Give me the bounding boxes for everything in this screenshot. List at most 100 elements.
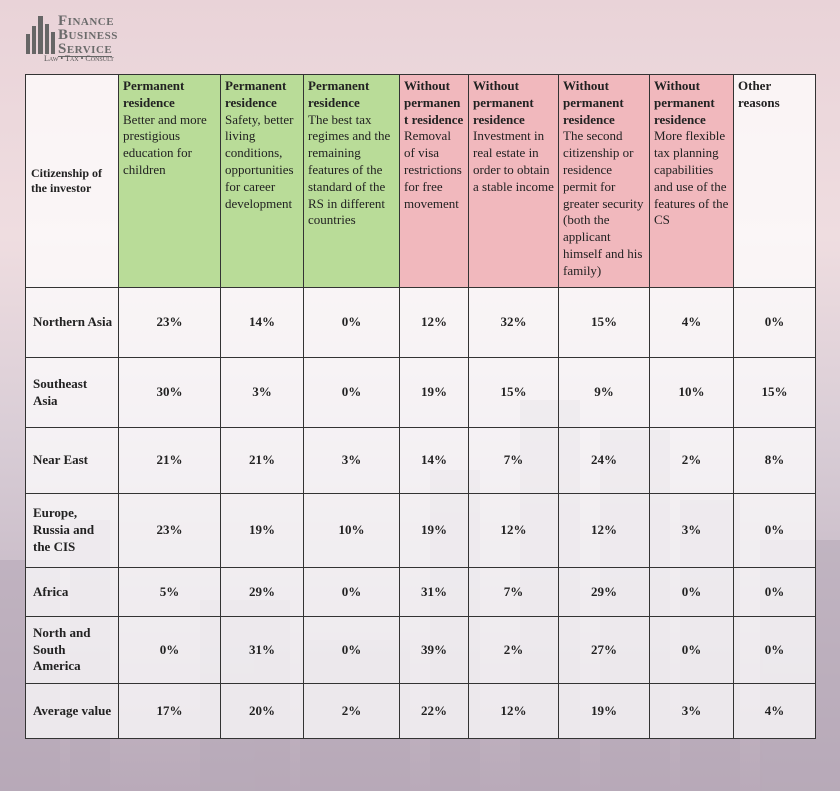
column-title: Without permanent residence: [654, 78, 715, 127]
table-row: Europe, Russia and the CIS 23% 19% 10% 19% 12…: [25, 493, 816, 568]
row-label: Southeast Asia: [25, 357, 119, 428]
cell-value: 12%: [558, 493, 650, 568]
column-header: Without permanent residence Investment in…: [468, 74, 559, 288]
row-label: Northern Asia: [25, 287, 119, 358]
cell-value: 23%: [118, 287, 221, 358]
cell-value: 4%: [649, 287, 734, 358]
logo-icon: [26, 16, 55, 54]
cell-value: 0%: [649, 567, 734, 617]
cell-value: 10%: [649, 357, 734, 428]
column-title: Other reasons: [738, 78, 780, 110]
cell-value: 0%: [303, 567, 400, 617]
cell-value: 0%: [118, 616, 221, 684]
cell-value: 15%: [733, 357, 816, 428]
cell-value: 3%: [220, 357, 304, 428]
cell-value: 29%: [558, 567, 650, 617]
cell-value: 21%: [220, 427, 304, 494]
cell-value: 22%: [399, 683, 469, 739]
logo: Finance Business Service Law • Tax • Con…: [24, 12, 144, 64]
cell-value: 2%: [649, 427, 734, 494]
table-row: Northern Asia 23% 14% 0% 12% 32% 15% 4% 0%: [25, 287, 816, 358]
cell-value: 4%: [733, 683, 816, 739]
cell-value: 19%: [399, 357, 469, 428]
cell-value: 10%: [303, 493, 400, 568]
cell-value: 12%: [468, 493, 559, 568]
column-header: Without permanent residence More flexible…: [649, 74, 734, 288]
cell-value: 31%: [220, 616, 304, 684]
header-row: Citizenship of the investor Permanent res…: [25, 74, 816, 288]
corner-cell: Citizenship of the investor: [25, 74, 119, 288]
column-header: Other reasons: [733, 74, 816, 288]
cell-value: 29%: [220, 567, 304, 617]
cell-value: 27%: [558, 616, 650, 684]
logo-line: Business: [58, 27, 118, 43]
cell-value: 0%: [733, 287, 816, 358]
cell-value: 21%: [118, 427, 221, 494]
cell-value: 39%: [399, 616, 469, 684]
column-header: Without permanent residence The second ci…: [558, 74, 650, 288]
cell-value: 12%: [399, 287, 469, 358]
cell-value: 3%: [649, 493, 734, 568]
cell-value: 0%: [733, 493, 816, 568]
cell-value: 0%: [303, 287, 400, 358]
column-text: The best tax regimes and the remaining f…: [308, 111, 391, 228]
cell-value: 30%: [118, 357, 221, 428]
column-title: Without permanent residence: [404, 78, 464, 127]
cell-value: 23%: [118, 493, 221, 568]
column-text: Safety, better living conditions, opport…: [225, 111, 294, 211]
table: Citizenship of the investor Permanent res…: [25, 74, 816, 739]
cell-value: 2%: [468, 616, 559, 684]
cell-value: 8%: [733, 427, 816, 494]
column-title: Without permanent residence: [473, 78, 534, 127]
cell-value: 0%: [303, 357, 400, 428]
cell-value: 7%: [468, 427, 559, 494]
cell-value: 17%: [118, 683, 221, 739]
cell-value: 19%: [558, 683, 650, 739]
table-row: Near East 21% 21% 3% 14% 7% 24% 2% 8%: [25, 427, 816, 494]
column-title: Permanent residence: [123, 78, 185, 110]
cell-value: 0%: [733, 616, 816, 684]
table-row: Africa 5% 29% 0% 31% 7% 29% 0% 0%: [25, 567, 816, 617]
cell-value: 0%: [649, 616, 734, 684]
column-header: Permanent residence Safety, better living…: [220, 74, 304, 288]
column-title: Permanent residence: [225, 78, 287, 110]
row-label: Europe, Russia and the CIS: [25, 493, 119, 568]
column-title: Permanent residence: [308, 78, 370, 110]
cell-value: 20%: [220, 683, 304, 739]
table-row: North and South America 0% 31% 0% 39% 2% 27% 0%…: [25, 616, 816, 684]
column-title: Without permanent residence: [563, 78, 624, 127]
cell-value: 3%: [649, 683, 734, 739]
cell-value: 15%: [468, 357, 559, 428]
logo-tagline: Law • Tax • Consult: [44, 54, 114, 63]
cell-value: 5%: [118, 567, 221, 617]
cell-value: 0%: [303, 616, 400, 684]
cell-value: 2%: [303, 683, 400, 739]
cell-value: 31%: [399, 567, 469, 617]
row-label: Average value: [25, 683, 119, 739]
column-header: Without permanent residence Removal of vi…: [399, 74, 469, 288]
logo-line: Service: [58, 41, 113, 57]
cell-value: 19%: [220, 493, 304, 568]
row-label: Near East: [25, 427, 119, 494]
column-text: More flexible tax planning capabilities …: [654, 128, 729, 228]
cell-value: 12%: [468, 683, 559, 739]
cell-value: 14%: [399, 427, 469, 494]
table-row: Average value 17% 20% 2% 22% 12% 19% 3% 4%: [25, 683, 816, 739]
cell-value: 7%: [468, 567, 559, 617]
cell-value: 32%: [468, 287, 559, 358]
column-text: The second citizenship or residence perm…: [563, 128, 644, 278]
row-label: North and South America: [25, 616, 119, 684]
column-text: Better and more prestigious education fo…: [123, 111, 207, 177]
cell-value: 3%: [303, 427, 400, 494]
column-text: Investment in real estate in order to ob…: [473, 128, 554, 194]
cell-value: 9%: [558, 357, 650, 428]
cell-value: 15%: [558, 287, 650, 358]
column-header: Permanent residence Better and more prest…: [118, 74, 221, 288]
column-text: Removal of visa restrictions for free mo…: [404, 128, 462, 211]
table-row: Southeast Asia 30% 3% 0% 19% 15% 9% 10% 15%: [25, 357, 816, 428]
cell-value: 24%: [558, 427, 650, 494]
cell-value: 14%: [220, 287, 304, 358]
column-header: Permanent residence The best tax regimes …: [303, 74, 400, 288]
cell-value: 0%: [733, 567, 816, 617]
